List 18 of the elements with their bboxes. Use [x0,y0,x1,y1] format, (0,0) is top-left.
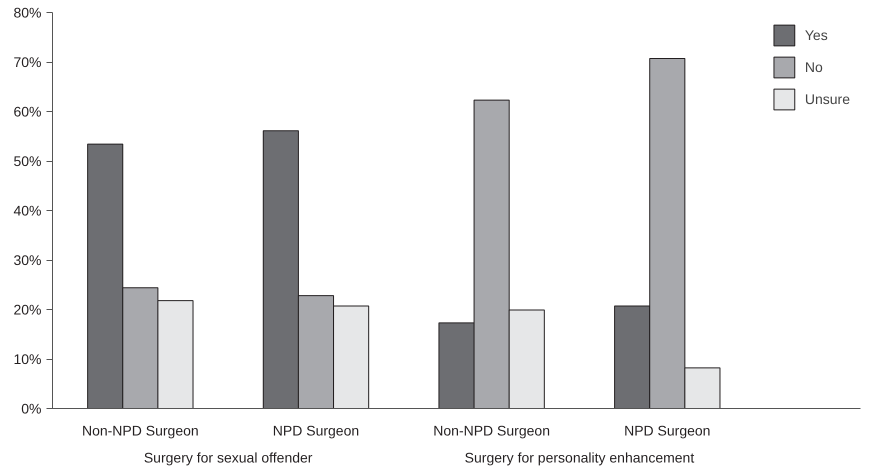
y-tick-label: 0% [21,400,42,416]
legend-label: Unsure [804,91,850,107]
y-tick-label: 30% [13,252,42,268]
x-tick-label: NPD Surgeon [272,422,360,438]
x-tick-label: Non-NPD Surgeon [433,422,550,438]
x-tick-label: NPD Surgeon [624,422,710,438]
y-tick-label: 60% [13,104,42,120]
legend-label: Yes [804,27,828,43]
y-tick-label: 70% [13,54,42,70]
y-tick-label: 20% [13,302,42,318]
y-tick-label: 10% [13,351,42,367]
y-tick-label: 40% [13,202,42,218]
x-tick-label: Non-NPD Surgeon [82,422,199,438]
y-tick-label: 50% [13,153,42,169]
legend-label: No [804,59,824,75]
text: Surgery for sexual offender [144,450,313,466]
y-tick-label: 80% [13,4,42,20]
text: Surgery for personality enhancement [464,450,694,466]
